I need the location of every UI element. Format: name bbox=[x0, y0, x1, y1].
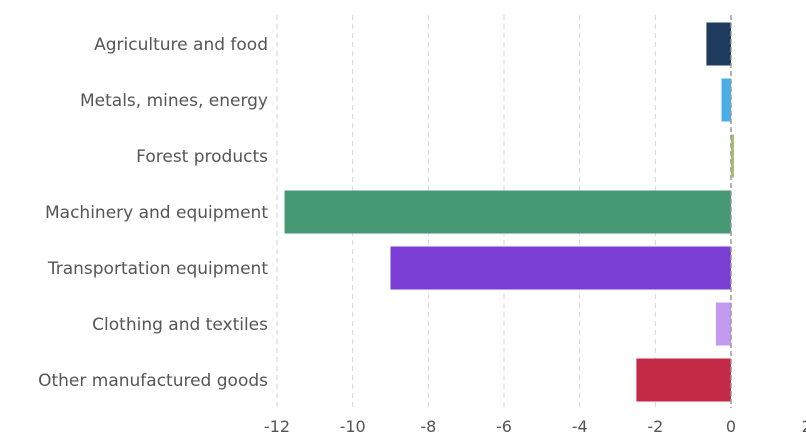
x-tick-label: -10 bbox=[340, 417, 366, 436]
bar bbox=[706, 22, 731, 66]
category-label: Agriculture and food bbox=[94, 35, 268, 55]
category-label: Forest products bbox=[136, 147, 268, 167]
category-label: Other manufactured goods bbox=[38, 371, 268, 391]
category-label: Transportation equipment bbox=[47, 259, 268, 279]
x-tick-label: 0 bbox=[726, 417, 736, 436]
bar bbox=[636, 358, 731, 402]
x-tick-labels: -12 -10 -8 -6 -4 -2 0 2 bbox=[264, 417, 806, 436]
x-tick-label: -4 bbox=[572, 417, 588, 436]
x-tick-label: -12 bbox=[264, 417, 290, 436]
category-label: Machinery and equipment bbox=[45, 203, 268, 223]
category-labels: Agriculture and food Metals, mines, energ… bbox=[38, 35, 268, 391]
grid-lines bbox=[276, 15, 656, 408]
x-tick-label: 2 bbox=[802, 417, 806, 436]
bar bbox=[284, 190, 731, 234]
bar bbox=[721, 78, 731, 122]
bar bbox=[731, 134, 735, 178]
category-label: Metals, mines, energy bbox=[80, 91, 268, 111]
x-tick-label: -8 bbox=[420, 417, 436, 436]
x-tick-label: -2 bbox=[647, 417, 663, 436]
bar bbox=[715, 302, 731, 346]
bars bbox=[284, 22, 735, 402]
bar bbox=[390, 246, 731, 290]
x-tick-label: -6 bbox=[496, 417, 512, 436]
category-label: Clothing and textiles bbox=[92, 315, 268, 335]
